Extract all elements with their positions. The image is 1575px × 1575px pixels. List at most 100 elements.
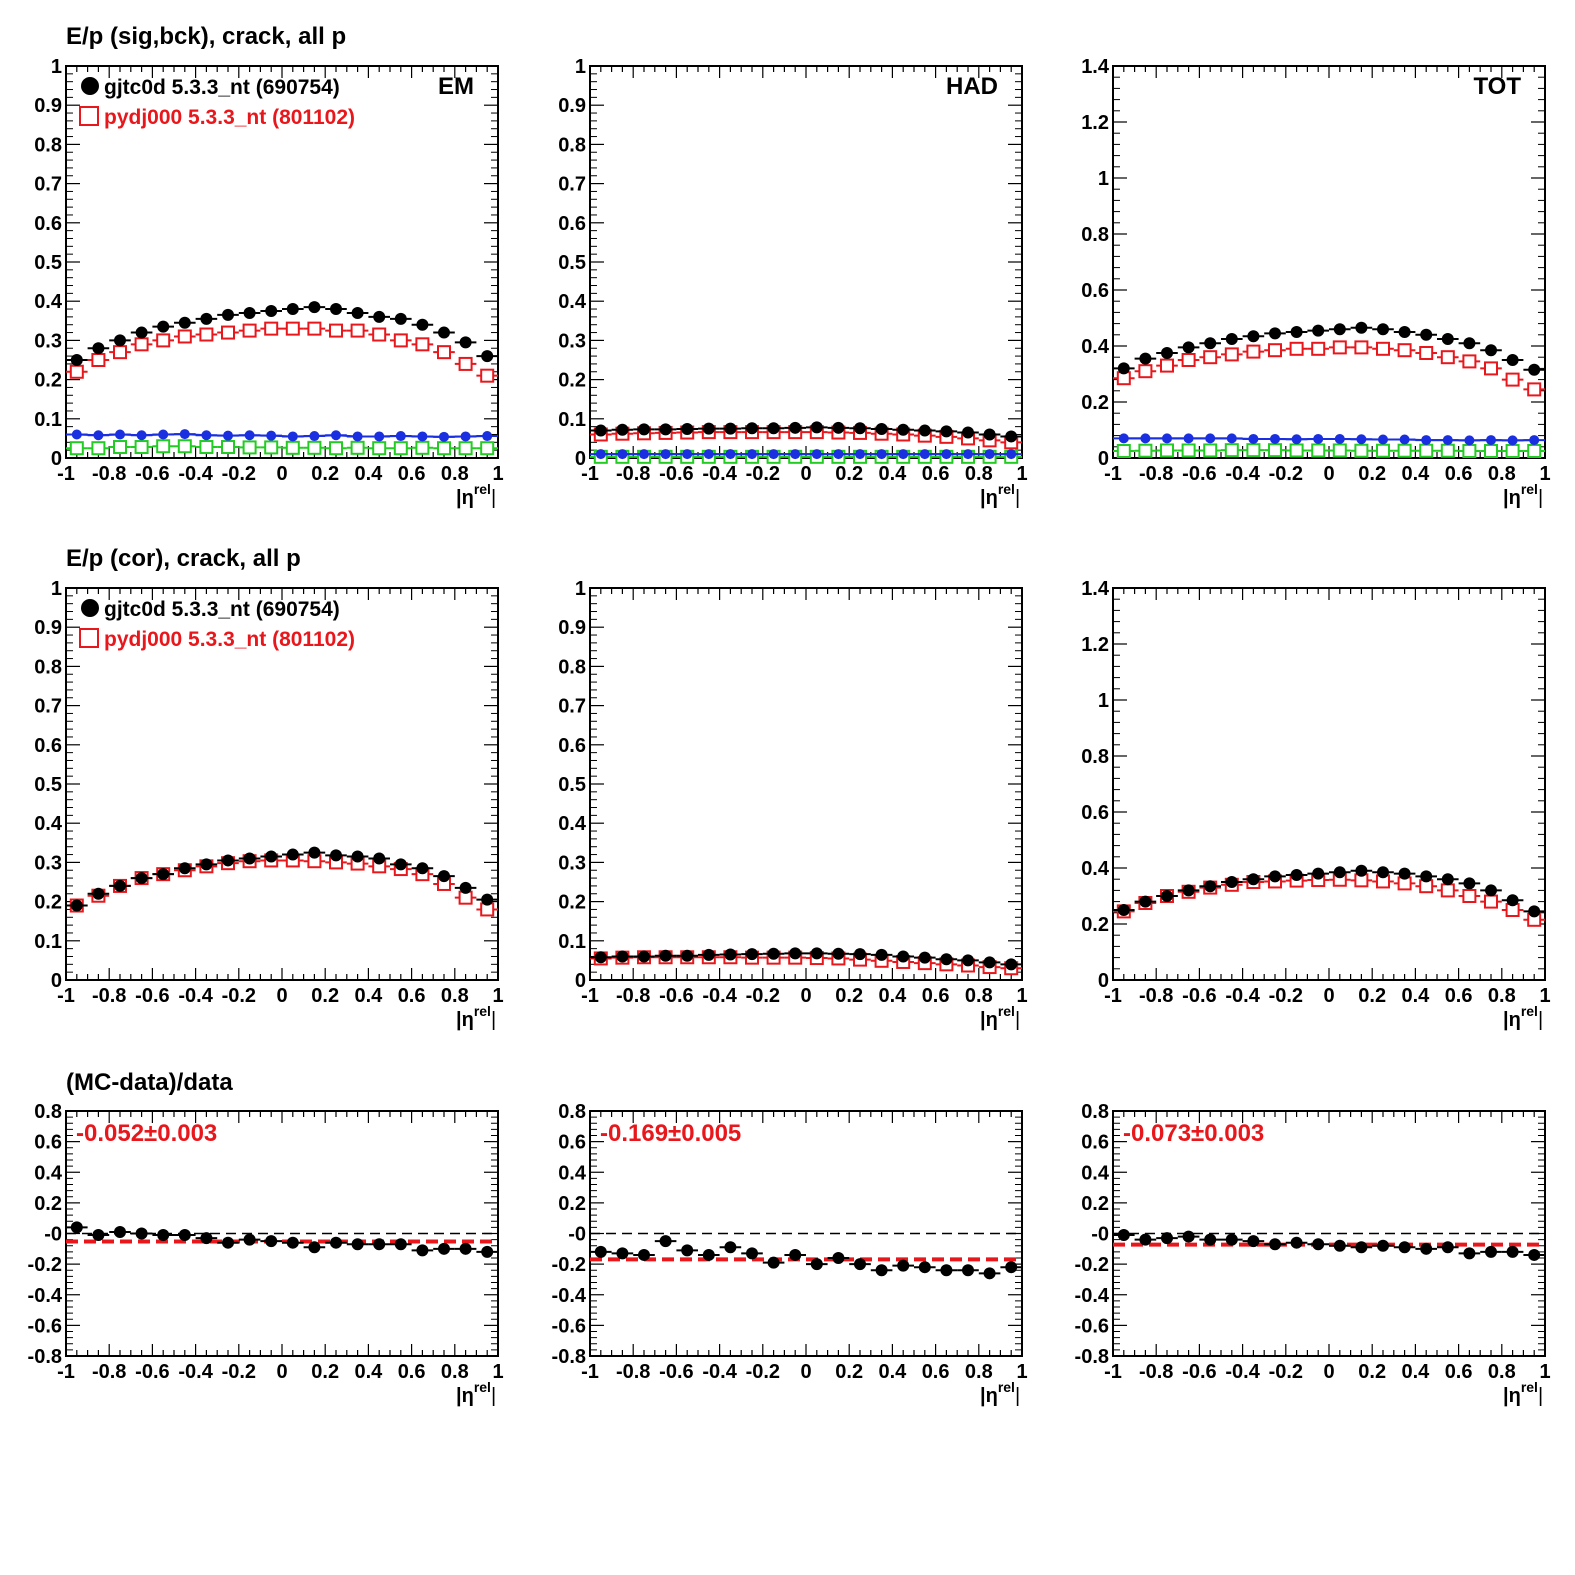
data-point	[1269, 327, 1281, 340]
data-point	[330, 849, 342, 862]
x-tick-label: 0.6	[922, 985, 950, 1007]
y-tick-label: -0	[568, 1224, 586, 1246]
data-point	[393, 441, 408, 456]
data-point	[1462, 354, 1477, 369]
y-tick-label: 0.7	[558, 174, 586, 196]
data-point	[265, 1235, 278, 1248]
data-point	[1485, 884, 1497, 897]
x-tick-label: 0.8	[1488, 1361, 1516, 1383]
data-point	[1462, 444, 1477, 458]
data-point	[70, 354, 83, 366]
data-point	[1269, 1238, 1281, 1251]
data-point	[1270, 433, 1280, 444]
data-point	[438, 870, 450, 883]
data-point	[638, 423, 650, 436]
data-point	[1505, 444, 1520, 458]
data-point	[115, 429, 125, 440]
data-point	[1248, 433, 1259, 444]
y-tick-label: 0.8	[558, 134, 586, 156]
y-tick-label: 0.3	[558, 330, 586, 352]
plot-frame	[1112, 587, 1546, 981]
x-tick-label: 0	[1323, 463, 1334, 485]
data-point	[114, 334, 126, 347]
y-tick-label: 0.6	[34, 735, 62, 757]
panel-5: -1 -0.8 -0.6 -0.4 -0.2 0 0.2 0.4 0.6 0.8 1|ηrel|00…	[558, 578, 1027, 1031]
x-tick-label: -1	[57, 1361, 75, 1383]
data-point	[983, 428, 996, 441]
data-point	[1182, 341, 1195, 354]
x-axis-label-sup: rel	[474, 1003, 491, 1019]
data-point	[458, 356, 473, 371]
data-point	[702, 422, 715, 435]
data-point	[725, 449, 736, 460]
data-point	[1484, 361, 1498, 376]
data-point	[307, 321, 322, 336]
x-tick-label: 0	[1323, 985, 1334, 1007]
x-tick-label: -0.2	[746, 463, 780, 485]
data-point	[178, 1229, 191, 1242]
x-tick-label: 0.6	[1445, 1361, 1473, 1383]
x-tick-label: 0.8	[965, 463, 993, 485]
data-point	[854, 948, 866, 961]
x-tick-label: -0.2	[1269, 1361, 1303, 1383]
data-point	[309, 431, 320, 442]
data-point	[854, 422, 866, 435]
legend-marker-data	[81, 599, 99, 617]
y-tick-label: 0	[1098, 970, 1109, 992]
data-point	[134, 440, 149, 455]
x-tick-label: 0.6	[398, 463, 426, 485]
x-tick-label: -0.2	[222, 463, 256, 485]
data-point	[242, 440, 257, 455]
data-point	[1355, 864, 1368, 877]
x-axis-label-sup: rel	[1521, 481, 1538, 497]
data-point	[113, 345, 127, 360]
x-tick-label: 1	[492, 463, 503, 485]
data-point	[1205, 433, 1216, 444]
x-axis-label-end: |	[1015, 1385, 1020, 1407]
x-tick-label: 1	[1016, 985, 1027, 1007]
data-point	[789, 1248, 802, 1261]
data-point	[962, 426, 974, 439]
legend-label-mc: pydj000 5.3.3_nt (801102)	[104, 628, 355, 651]
data-point	[157, 868, 170, 881]
data-point	[1224, 443, 1239, 458]
y-tick-label: -0.8	[28, 1346, 62, 1368]
data-point	[373, 1238, 386, 1251]
y-tick-label: 0	[51, 448, 62, 470]
x-tick-label: -0.8	[1139, 1361, 1173, 1383]
x-tick-label: 0	[1323, 1361, 1334, 1383]
data-point	[1160, 443, 1174, 458]
data-point	[962, 954, 974, 967]
data-point	[1181, 443, 1196, 458]
data-point	[1006, 449, 1017, 460]
y-tick-label: 0.5	[34, 252, 62, 274]
data-point	[1247, 330, 1260, 343]
data-point	[416, 318, 429, 331]
x-axis-label: |ηrel|	[1503, 481, 1543, 509]
data-point	[92, 342, 105, 355]
data-point	[395, 431, 406, 442]
x-tick-label: -1	[57, 463, 75, 485]
x-tick-label: 0.2	[1358, 1361, 1386, 1383]
data-point	[1204, 337, 1217, 350]
legend: gjtc0d 5.3.3_nt (690754) pydj000 5.3.3_n…	[79, 598, 355, 651]
data-point	[113, 440, 127, 455]
legend-marker-mc	[79, 106, 99, 126]
data-point	[594, 424, 607, 437]
data-point	[1181, 353, 1196, 367]
data-point	[70, 899, 83, 912]
y-tick-label: 1	[1098, 690, 1109, 712]
y-tick-label: 0.4	[1081, 1162, 1110, 1184]
data-point	[659, 1235, 672, 1248]
x-tick-label: 0.2	[311, 985, 339, 1007]
data-point	[1507, 435, 1518, 446]
x-tick-label: -1	[1104, 1361, 1122, 1383]
data-point	[438, 1242, 450, 1255]
data-point	[480, 441, 495, 456]
data-point	[373, 852, 386, 865]
data-point	[1182, 1230, 1195, 1243]
x-tick-label: 1	[1539, 1361, 1550, 1383]
data-point	[1528, 1248, 1541, 1261]
data-point	[789, 947, 802, 960]
y-tick-label: -0.6	[1075, 1315, 1109, 1337]
